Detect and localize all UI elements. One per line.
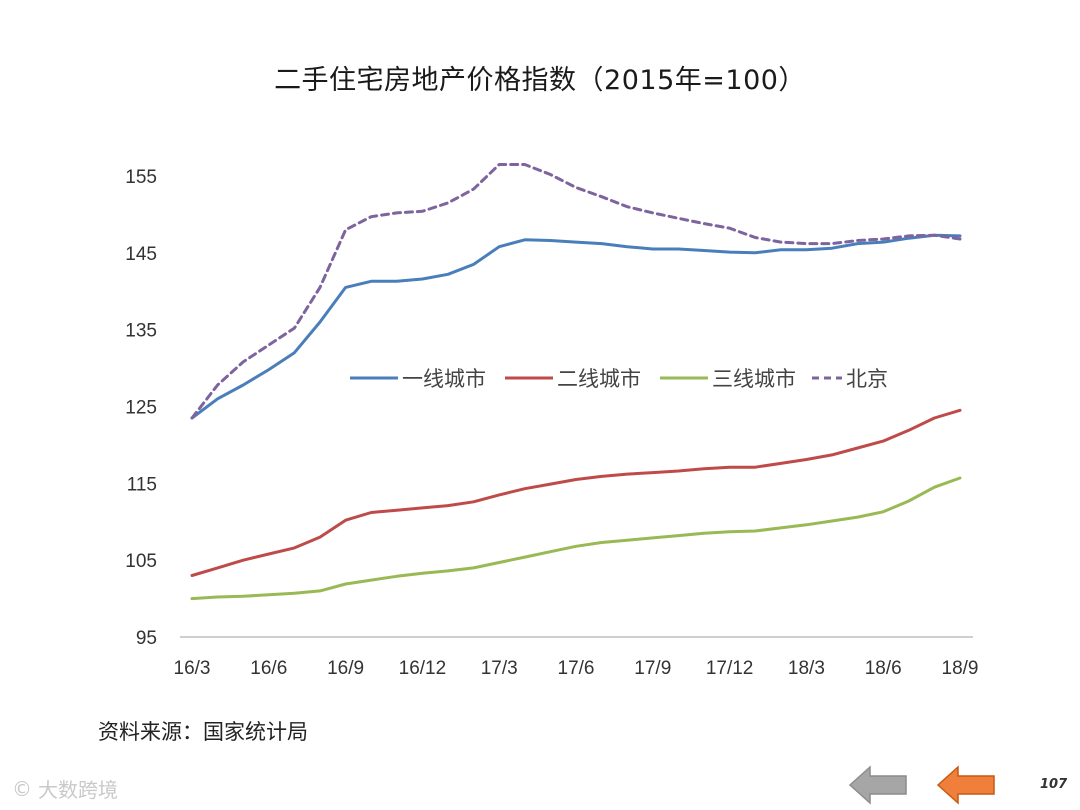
x-tick-label: 17/6	[558, 658, 595, 679]
x-tick-label: 16/9	[327, 658, 364, 679]
page-number: 107	[1040, 777, 1068, 792]
legend-label: 北京	[846, 367, 888, 391]
x-tick-label: 16/6	[250, 658, 287, 679]
x-tick-label: 18/6	[865, 658, 902, 679]
y-tick-label: 105	[125, 551, 157, 572]
line-chart: 95 105 115 125 135 145 155 16/3 16/6 16/9 16/12 17/…	[125, 163, 979, 679]
next-page-button[interactable]	[936, 764, 998, 806]
x-tick-label: 16/12	[399, 658, 447, 679]
x-tick-label: 16/3	[174, 658, 211, 679]
legend-label: 三线城市	[712, 367, 796, 391]
watermark: © 大数跨境	[12, 774, 118, 803]
series-line-4	[190, 163, 962, 420]
data-source-note: 资料来源：国家统计局	[98, 720, 308, 744]
x-tick-label: 17/3	[481, 658, 518, 679]
series-line-3	[190, 476, 962, 601]
legend-label: 二线城市	[557, 367, 641, 391]
left-arrow-icon	[936, 765, 995, 805]
y-tick-label: 135	[125, 321, 157, 342]
chart-title: 二手住宅房地产价格指数（2015年=100）	[274, 65, 806, 96]
legend-label: 一线城市	[402, 367, 486, 391]
x-tick-label: 18/9	[942, 658, 979, 679]
y-tick-label: 155	[125, 167, 157, 188]
x-tick-label: 17/9	[634, 658, 671, 679]
watermark-logo-icon: ©	[12, 776, 32, 801]
series-line-1	[190, 233, 962, 420]
y-tick-label: 95	[136, 628, 157, 649]
y-tick-label: 145	[125, 244, 157, 265]
x-tick-label: 17/12	[706, 658, 754, 679]
y-tick-label: 115	[127, 474, 157, 495]
previous-page-button[interactable]	[848, 764, 910, 806]
y-tick-label: 125	[125, 398, 157, 419]
x-tick-label: 18/3	[788, 658, 825, 679]
watermark-text: 大数跨境	[38, 778, 118, 802]
series-line-2	[190, 408, 962, 577]
left-arrow-icon	[848, 765, 907, 805]
